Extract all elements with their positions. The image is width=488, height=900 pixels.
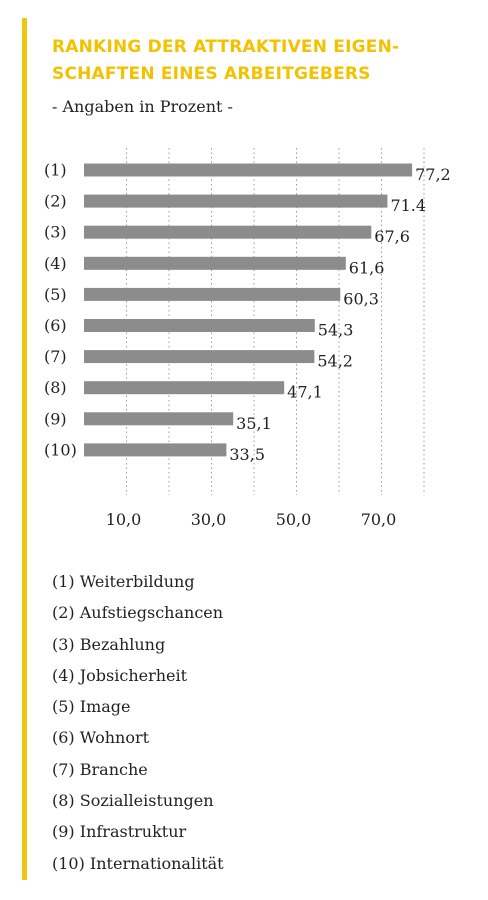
category-label: (3) bbox=[44, 223, 67, 242]
chart-subtitle: - Angaben in Prozent - bbox=[52, 97, 233, 116]
value-label: 60,3 bbox=[343, 289, 379, 308]
bar bbox=[84, 412, 234, 426]
bar bbox=[84, 443, 227, 457]
category-label: (7) bbox=[44, 347, 67, 366]
title-line-1: RANKING DER ATTRAKTIVEN EIGEN- bbox=[52, 37, 400, 57]
bar bbox=[84, 225, 372, 239]
x-tick-label: 30,0 bbox=[191, 510, 227, 529]
legend-item: (1) Weiterbildung bbox=[52, 572, 195, 591]
x-tick-label: 10,0 bbox=[106, 510, 142, 529]
bar bbox=[84, 319, 315, 332]
bar-chart: (1) 77,2 (2) 71.4 (3) 67,6 (4) 61,6 (5) 60,3 (6) 54… bbox=[44, 148, 451, 529]
title-line-2: SCHAFTEN EINES ARBEITGEBERS bbox=[52, 64, 371, 84]
value-label: 35,1 bbox=[236, 414, 272, 433]
bar bbox=[84, 163, 413, 177]
bar bbox=[84, 256, 346, 270]
bar bbox=[84, 287, 341, 301]
chart-title: RANKING DER ATTRAKTIVEN EIGEN- SCHAFTEN … bbox=[52, 34, 472, 88]
x-tick-label: 70,0 bbox=[361, 510, 397, 529]
category-label: (5) bbox=[44, 285, 67, 304]
category-label: (6) bbox=[44, 316, 67, 335]
category-label: (9) bbox=[44, 409, 67, 428]
value-label: 54,3 bbox=[318, 321, 354, 340]
category-label: (2) bbox=[44, 192, 67, 211]
legend-item: (9) Infrastruktur bbox=[52, 822, 187, 842]
value-label: 67,6 bbox=[374, 227, 410, 246]
accent-bar bbox=[22, 18, 27, 880]
bar bbox=[84, 194, 388, 208]
legend-item: (7) Branche bbox=[52, 759, 148, 779]
legend-item: (10) Internationalität bbox=[52, 853, 224, 873]
category-label: (8) bbox=[44, 378, 67, 397]
legend-item: (2) Aufstiegschancen bbox=[52, 603, 224, 623]
legend-item: (8) Sozialleistungen bbox=[52, 791, 214, 811]
value-label: 33,5 bbox=[229, 445, 265, 464]
bar bbox=[84, 381, 285, 395]
value-label: 77,2 bbox=[415, 165, 451, 184]
category-label: (10) bbox=[44, 440, 77, 459]
value-label: 61,6 bbox=[349, 258, 385, 277]
legend-item: (5) Image bbox=[52, 697, 131, 717]
value-label: 47,1 bbox=[287, 383, 323, 402]
x-tick-label: 50,0 bbox=[276, 510, 312, 529]
legend-item: (4) Jobsicherheit bbox=[52, 665, 188, 685]
legend-list: (1) Weiterbildung (2) Aufstiegschancen (3)… bbox=[52, 566, 224, 879]
category-label: (1) bbox=[44, 161, 67, 180]
value-label: 54,2 bbox=[317, 352, 353, 371]
category-label: (4) bbox=[44, 254, 67, 273]
bar bbox=[84, 350, 315, 364]
legend-item: (3) Bezahlung bbox=[52, 634, 166, 654]
legend-item: (6) Wohnort bbox=[52, 728, 150, 748]
value-label: 71.4 bbox=[390, 196, 426, 215]
